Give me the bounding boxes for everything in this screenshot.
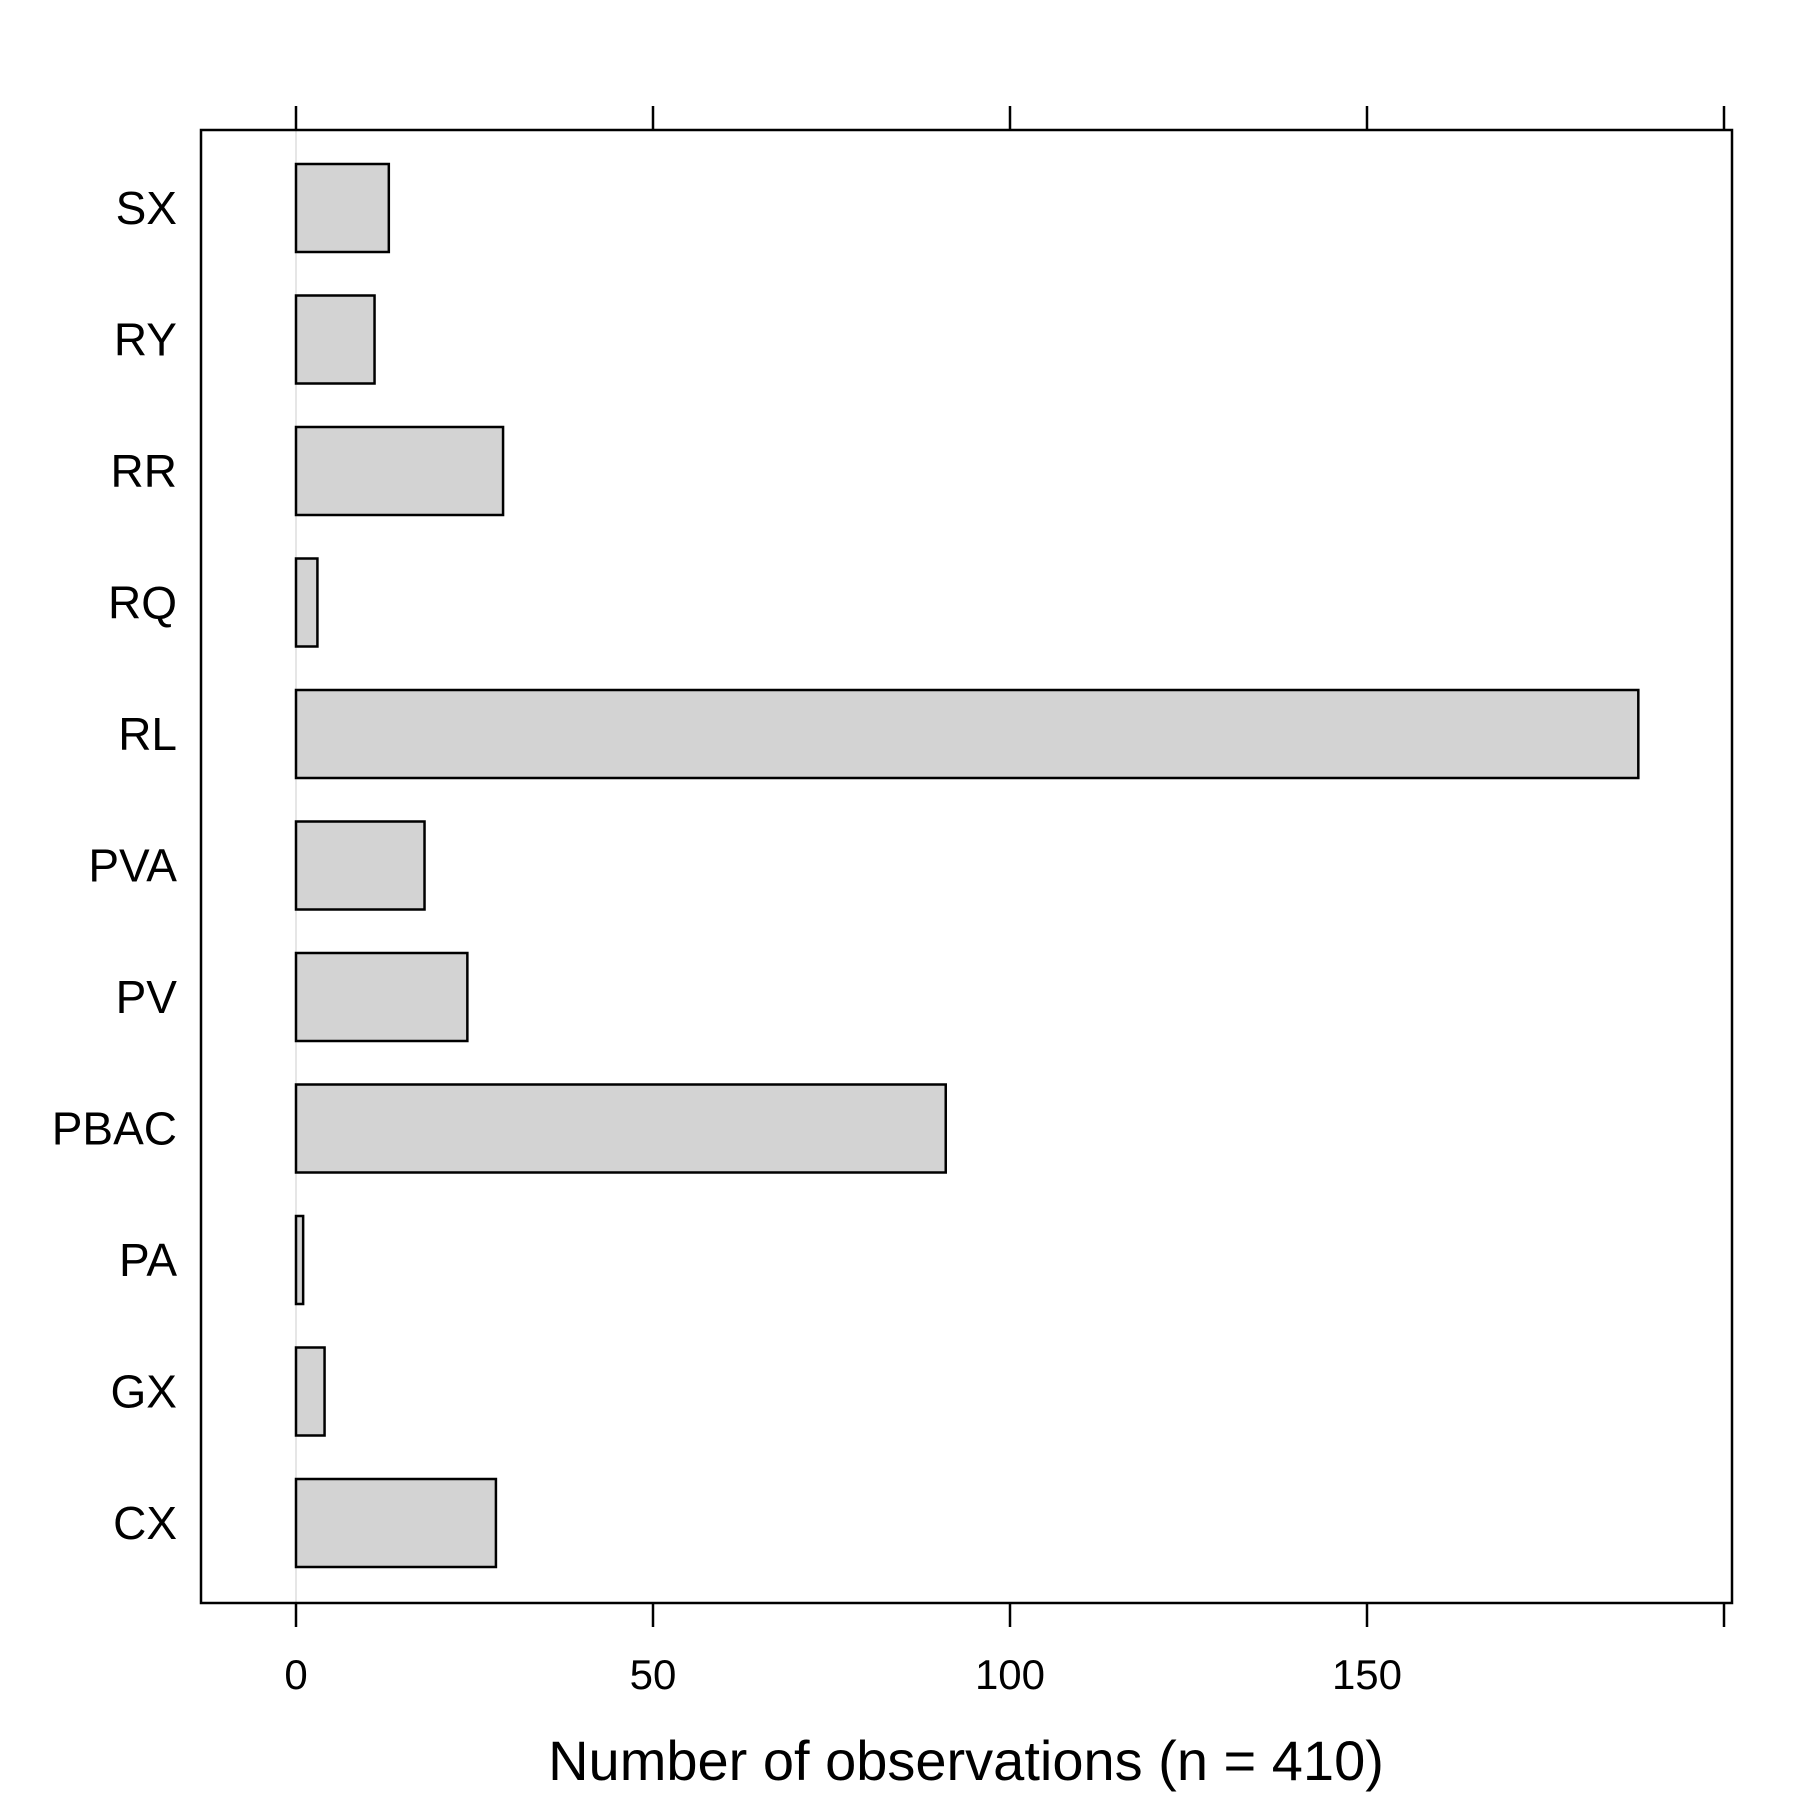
category-label-pva: PVA xyxy=(88,840,177,892)
bar-rr xyxy=(294,425,505,517)
category-label-rq: RQ xyxy=(108,577,177,629)
bar-pa xyxy=(294,1214,305,1306)
bar-gx xyxy=(294,1346,326,1437)
x-axis-title: Number of observations (n = 410) xyxy=(548,1729,1384,1792)
bar-pva xyxy=(294,820,426,911)
category-label-pv: PV xyxy=(116,971,178,1023)
bar-pbac xyxy=(294,1083,947,1174)
plot-frame xyxy=(199,128,1734,1605)
category-label-ry: RY xyxy=(114,314,177,366)
bar-rl xyxy=(294,688,1640,780)
x-tick-label-150: 150 xyxy=(1332,1651,1402,1698)
bars-layer xyxy=(294,162,1640,1569)
category-label-gx: GX xyxy=(111,1366,177,1418)
labels-layer: 0 50 100 150 CX GX PA PBAC PV PVA RL RQ RR RY SX xyxy=(52,182,1402,1698)
category-label-cx: CX xyxy=(113,1497,177,1549)
category-label-rl: RL xyxy=(118,708,177,760)
x-tick-label-100: 100 xyxy=(975,1651,1045,1698)
bar-ry xyxy=(294,294,376,385)
bar-sx xyxy=(294,162,391,254)
category-label-pbac: PBAC xyxy=(52,1103,177,1155)
x-tick-label-50: 50 xyxy=(630,1651,677,1698)
category-label-pa: PA xyxy=(119,1234,177,1286)
category-label-rr: RR xyxy=(111,445,177,497)
bar-cx xyxy=(294,1477,498,1569)
bar-pv xyxy=(294,951,469,1043)
x-tick-label-0: 0 xyxy=(284,1651,307,1698)
ticks-layer xyxy=(294,106,1726,1627)
bar-rq xyxy=(294,557,319,648)
category-label-sx: SX xyxy=(116,182,177,234)
